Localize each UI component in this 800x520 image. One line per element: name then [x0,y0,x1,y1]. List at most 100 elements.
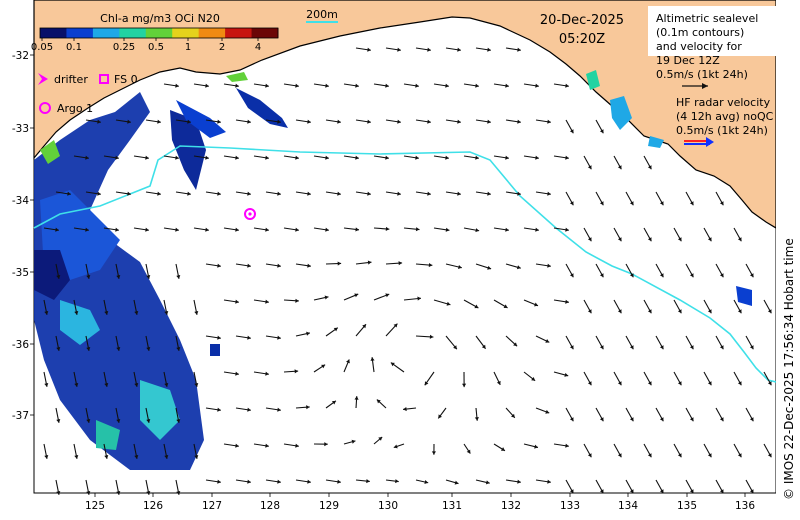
velocity-arrowhead [176,275,181,279]
velocity-arrowhead [127,191,131,196]
velocity-arrowhead [265,299,269,304]
velocity-arrowhead [85,227,89,232]
velocity-arrowhead [677,381,682,386]
velocity-arrowhead [737,309,742,314]
velocity-arrowhead [659,273,664,278]
colorbar-tick-label: 4 [255,42,261,53]
velocity-arrowhead [517,191,521,196]
velocity-arrowhead [355,227,360,232]
isobath-200m [33,145,776,383]
velocity-arrowhead [487,265,492,270]
velocity-arrowhead [617,309,622,314]
colorbar-swatch [225,28,253,38]
velocity-arrowhead [475,83,479,88]
velocity-arrowhead [116,347,121,351]
velocity-arrowhead [659,417,664,422]
velocity-arrowhead [565,227,569,232]
velocity-arrowhead [217,119,221,124]
velocity-arrowhead [307,191,311,196]
legend: drifter FS 0 Argo 1 [38,73,138,115]
velocity-arrowhead [393,323,398,328]
velocity-arrowhead [146,347,151,351]
velocity-arrowhead [397,119,401,124]
velocity-arrowhead [659,201,664,206]
drifter-icon [38,73,48,85]
velocity-arrowhead [647,381,652,386]
velocity-arrowhead [535,83,539,88]
velocity-arrowhead [116,275,121,279]
velocity-arrowhead [97,191,101,196]
velocity-arrowhead [737,453,742,458]
velocity-arrowhead [545,409,550,414]
velocity-arrowhead [505,155,509,160]
side-credit-panel: © IMOS 22-Dec-2025 17:56:34 Hobart time [782,238,796,500]
velocity-arrowhead [56,347,61,351]
x-tick-label: 128 [260,500,280,512]
velocity-arrow-field [43,47,772,495]
y-tick-label: -37 [12,410,29,422]
velocity-arrowhead [749,345,754,350]
date-label: 20-Dec-2025 [540,13,624,28]
velocity-arrowhead [175,227,179,232]
velocity-arrowhead [569,345,574,350]
altimetry-note-line-5: 0.5m/s (1kt 24h) [656,68,748,81]
hf-radar-note: HF radar velocity (4 12h avg) noQC 0.5m/… [676,96,774,147]
velocity-arrowhead [205,155,209,160]
velocity-arrowhead [333,327,338,332]
velocity-arrowhead [689,345,694,350]
velocity-arrowhead [307,119,311,124]
velocity-arrowhead [324,442,328,447]
velocity-arrowhead [659,345,664,350]
legend-drifter-label: drifter [54,73,88,86]
velocity-arrowhead [767,309,772,314]
velocity-arrowhead [531,376,536,381]
velocity-arrowhead [569,129,574,134]
velocity-arrowhead [424,479,429,484]
velocity-arrowhead [307,479,311,484]
velocity-arrowhead [547,479,551,484]
argo-float-marker[interactable] [244,208,256,220]
velocity-arrowhead [235,299,239,304]
velocity-arrowhead [86,347,91,351]
velocity-arrowhead [565,155,569,160]
velocity-arrowhead [277,263,281,268]
velocity-arrowhead [397,47,401,52]
velocity-arrowhead [362,324,367,329]
colorbar: Chl-a mg/m3 OCi N20 0.05 0.1 0.25 0.5 1 2 4 [31,12,279,53]
velocity-arrowhead [194,455,199,459]
colorbar-swatch [92,28,120,38]
altimetry-note-line-1: Altimetric sealevel [656,12,758,25]
velocity-arrowhead [265,371,269,376]
velocity-arrowhead [535,155,539,160]
velocity-arrowhead [295,227,299,232]
velocity-arrowhead [247,407,251,412]
x-axis-ticks: 125 126 127 128 129 130 131 132 133 134 135 136 [85,493,755,512]
y-tick-label: -35 [12,267,29,279]
isobath-label: 200m [306,8,338,21]
velocity-arrowhead [510,413,515,418]
velocity-arrowhead [265,155,269,160]
velocity-arrowhead [564,372,569,377]
velocity-arrowhead [277,479,281,484]
velocity-arrowhead [534,302,539,307]
velocity-arrowhead [659,489,664,494]
velocity-arrowhead [104,383,109,387]
velocity-arrowhead [176,347,181,351]
velocity-arrowhead [194,311,199,315]
velocity-arrowhead [164,311,169,315]
velocity-arrowhead [331,400,336,405]
velocity-arrowhead [217,479,221,484]
velocity-arrowhead [719,201,724,206]
velocity-arrowhead [337,479,341,484]
argo-float-center [248,212,252,216]
velocity-arrowhead [689,273,694,278]
velocity-arrowhead [74,311,79,315]
velocity-arrowhead [277,119,281,124]
velocity-arrowhead [647,237,652,242]
velocity-arrowhead [599,201,604,206]
velocity-arrowhead [427,191,431,196]
velocity-arrowhead [629,417,634,422]
velocity-arrowhead [647,165,652,170]
velocity-arrowhead [457,119,461,124]
colorbar-outline [39,27,279,39]
